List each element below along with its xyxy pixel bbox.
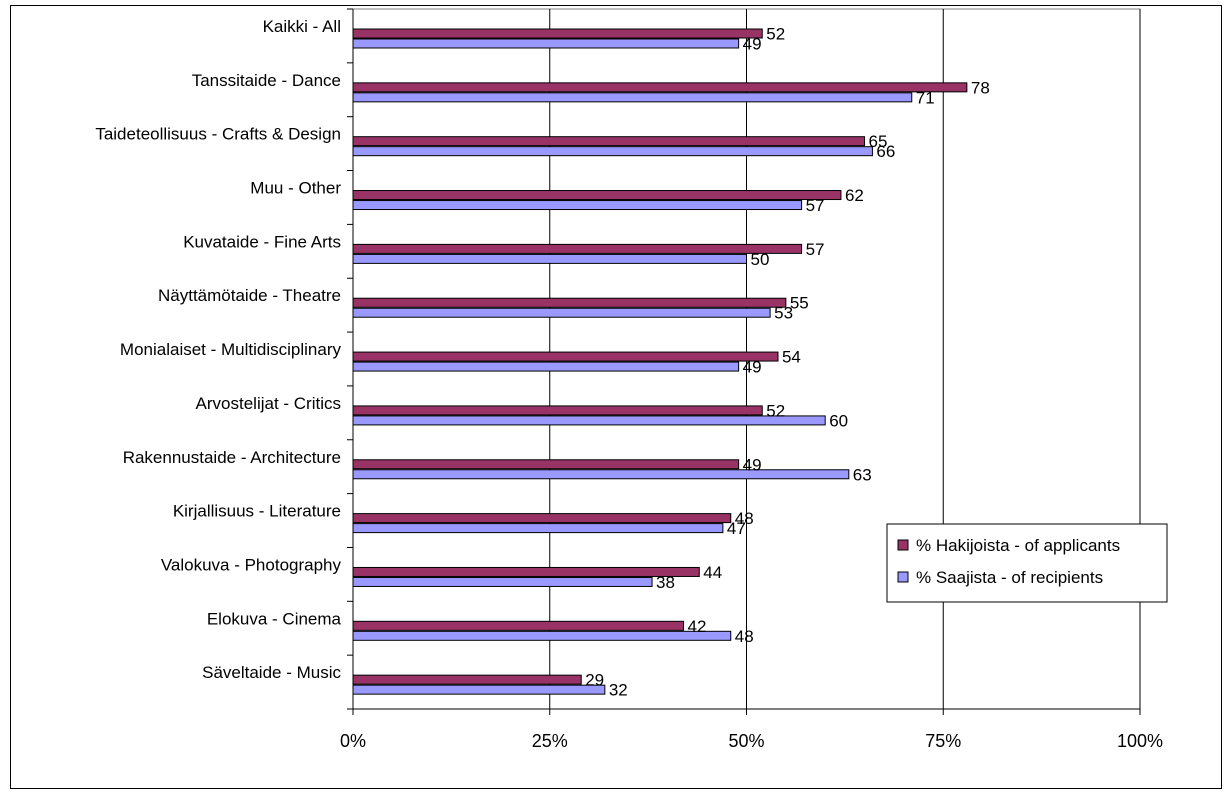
bar-recipients bbox=[352, 684, 606, 695]
data-label-recipients: 66 bbox=[876, 142, 895, 161]
bar-applicants bbox=[352, 243, 803, 254]
category-label: Valokuva - Photography bbox=[161, 555, 342, 574]
data-label-applicants: 55 bbox=[790, 294, 809, 313]
data-label-applicants: 78 bbox=[971, 78, 990, 97]
bar-applicants bbox=[352, 351, 779, 362]
x-tick-label: 0% bbox=[340, 731, 366, 751]
data-label-recipients: 71 bbox=[916, 88, 935, 107]
data-label-recipients: 50 bbox=[751, 250, 770, 269]
category-label: Arvostelijat - Critics bbox=[196, 394, 341, 413]
data-label-recipients: 60 bbox=[829, 411, 848, 430]
data-label-applicants: 52 bbox=[766, 25, 785, 44]
category-label: Taideteollisuus - Crafts & Design bbox=[95, 125, 341, 144]
bar-recipients bbox=[352, 200, 803, 211]
bar-applicants bbox=[352, 566, 700, 577]
data-label-recipients: 49 bbox=[743, 358, 762, 377]
legend-box bbox=[886, 523, 1168, 603]
data-label-applicants: 29 bbox=[585, 671, 604, 690]
bar-recipients bbox=[352, 307, 771, 318]
legend-swatch bbox=[897, 571, 909, 583]
data-label-recipients: 48 bbox=[735, 627, 754, 646]
bar-applicants bbox=[352, 136, 866, 147]
data-label-applicants: 52 bbox=[766, 401, 785, 420]
bar-applicants bbox=[352, 620, 685, 631]
data-label-applicants: 54 bbox=[782, 348, 801, 367]
legend-swatch bbox=[897, 539, 909, 551]
category-label: Muu - Other bbox=[250, 179, 341, 198]
bars-layer bbox=[352, 28, 968, 695]
data-label-recipients: 57 bbox=[806, 196, 825, 215]
legend-label: % Saajista - of recipients bbox=[916, 568, 1103, 587]
axis-layer: 0% 25% 50% 75% 100% bbox=[340, 8, 1163, 751]
bar-recipients bbox=[352, 146, 873, 157]
data-label-applicants: 49 bbox=[743, 455, 762, 474]
bar-applicants bbox=[352, 28, 763, 39]
legend: % Hakijoista - of applicants % Saajista -… bbox=[886, 523, 1168, 603]
category-label: Elokuva - Cinema bbox=[207, 609, 342, 628]
data-label-applicants: 44 bbox=[703, 563, 722, 582]
category-label: Monialaiset - Multidisciplinary bbox=[120, 340, 342, 359]
category-label: Rakennustaide - Architecture bbox=[123, 448, 341, 467]
data-label-applicants: 48 bbox=[735, 509, 754, 528]
category-label: Kirjallisuus - Literature bbox=[173, 502, 341, 521]
bar-applicants bbox=[352, 405, 763, 416]
bar-recipients bbox=[352, 92, 913, 103]
bar-recipients bbox=[352, 523, 724, 534]
data-label-recipients: 53 bbox=[774, 304, 793, 323]
bar-recipients bbox=[352, 253, 747, 264]
bar-recipients bbox=[352, 361, 740, 372]
data-label-recipients: 63 bbox=[853, 465, 872, 484]
bar-applicants bbox=[352, 513, 732, 524]
data-label-recipients: 47 bbox=[727, 519, 746, 538]
bar-recipients bbox=[352, 469, 850, 480]
category-label: Säveltaide - Music bbox=[202, 663, 341, 682]
data-label-applicants: 62 bbox=[845, 186, 864, 205]
x-tick-label: 100% bbox=[1117, 731, 1163, 751]
bar-applicants bbox=[352, 297, 787, 308]
data-label-applicants: 65 bbox=[869, 132, 888, 151]
bar-applicants bbox=[352, 459, 740, 470]
bar-recipients bbox=[352, 576, 653, 587]
chart-frame: 0% 25% 50% 75% 100% 52 49 Kaikki - All 78 71 Tans… bbox=[10, 5, 1222, 789]
x-tick-label: 75% bbox=[925, 731, 961, 751]
data-label-recipients: 49 bbox=[743, 35, 762, 54]
bar-recipients bbox=[352, 38, 740, 49]
bar-recipients bbox=[352, 630, 732, 641]
x-tick-label: 50% bbox=[728, 731, 764, 751]
legend-label: % Hakijoista - of applicants bbox=[916, 536, 1120, 555]
data-label-recipients: 32 bbox=[609, 681, 628, 700]
data-label-applicants: 57 bbox=[806, 240, 825, 259]
bar-applicants bbox=[352, 674, 582, 685]
category-label: Kuvataide - Fine Arts bbox=[183, 232, 341, 251]
category-label: Kaikki - All bbox=[263, 17, 341, 36]
category-label: Näyttämötaide - Theatre bbox=[158, 286, 341, 305]
x-tick-label: 25% bbox=[532, 731, 568, 751]
category-label: Tanssitaide - Dance bbox=[192, 71, 341, 90]
bar-recipients bbox=[352, 415, 826, 426]
bar-applicants bbox=[352, 82, 968, 93]
bar-applicants bbox=[352, 190, 842, 201]
data-label-recipients: 38 bbox=[656, 573, 675, 592]
data-label-applicants: 42 bbox=[688, 617, 707, 636]
